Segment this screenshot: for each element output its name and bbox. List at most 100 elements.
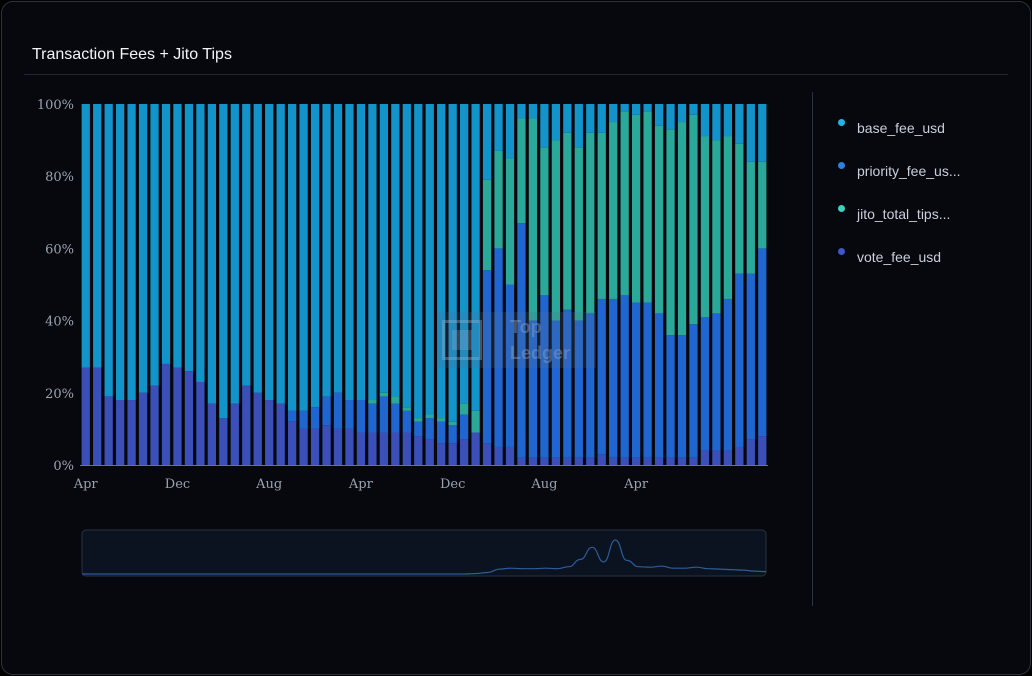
bar-segment-vote-fee-usd[interactable] [689, 457, 698, 465]
bar-segment-vote-fee-usd[interactable] [207, 403, 216, 465]
bar-segment-vote-fee-usd[interactable] [494, 446, 503, 465]
bar-segment-vote-fee-usd[interactable] [723, 450, 732, 465]
legend-item-priority-fee[interactable]: priority_fee_us... [838, 149, 961, 192]
bar-segment-vote-fee-usd[interactable] [116, 400, 125, 465]
bar-segment-vote-fee-usd[interactable] [460, 439, 469, 465]
bar-segment-priority-fee-usd[interactable] [654, 313, 664, 458]
bar-segment-jito-total-tips[interactable] [654, 125, 664, 314]
bar-segment-base-fee-usd[interactable] [161, 104, 171, 364]
bar-segment-vote-fee-usd[interactable] [712, 450, 721, 465]
bar-segment-priority-fee-usd[interactable] [700, 316, 710, 451]
bar-segment-vote-fee-usd[interactable] [677, 457, 687, 465]
bar-segment-vote-fee-usd[interactable] [414, 436, 423, 465]
bar-segment-priority-fee-usd[interactable] [333, 392, 343, 429]
bar-segment-base-fee-usd[interactable] [551, 104, 560, 141]
bar-segment-vote-fee-usd[interactable] [746, 439, 755, 465]
bar-segment-base-fee-usd[interactable] [437, 104, 446, 419]
bar-segment-jito-total-tips[interactable] [425, 414, 434, 419]
bar-segment-vote-fee-usd[interactable] [138, 392, 148, 465]
bar-segment-vote-fee-usd[interactable] [265, 400, 274, 465]
bar-segment-jito-total-tips[interactable] [700, 136, 710, 317]
bar-segment-priority-fee-usd[interactable] [689, 324, 698, 458]
bar-segment-jito-total-tips[interactable] [471, 410, 480, 433]
bar-segment-vote-fee-usd[interactable] [345, 428, 354, 465]
bar-segment-jito-total-tips[interactable] [632, 114, 641, 303]
bar-segment-vote-fee-usd[interactable] [505, 446, 515, 465]
bar-segment-jito-total-tips[interactable] [723, 136, 732, 299]
bar-segment-base-fee-usd[interactable] [138, 104, 148, 393]
bar-segment-jito-total-tips[interactable] [677, 122, 687, 336]
bar-segment-vote-fee-usd[interactable] [632, 457, 641, 465]
bar-segment-base-fee-usd[interactable] [288, 104, 297, 411]
bar-segment-priority-fee-usd[interactable] [677, 335, 687, 458]
bar-segment-vote-fee-usd[interactable] [586, 457, 595, 465]
bar-segment-jito-total-tips[interactable] [448, 421, 457, 426]
bar-segment-priority-fee-usd[interactable] [540, 295, 549, 458]
bar-segment-vote-fee-usd[interactable] [654, 457, 664, 465]
bar-segment-priority-fee-usd[interactable] [620, 295, 629, 458]
bar-segment-base-fee-usd[interactable] [700, 104, 710, 137]
bar-segment-base-fee-usd[interactable] [758, 104, 767, 162]
bar-segment-base-fee-usd[interactable] [116, 104, 125, 401]
bar-segment-priority-fee-usd[interactable] [379, 396, 388, 433]
bar-segment-vote-fee-usd[interactable] [230, 403, 239, 465]
bar-segment-vote-fee-usd[interactable] [127, 400, 136, 465]
bar-segment-jito-total-tips[interactable] [528, 118, 538, 321]
bar-segment-base-fee-usd[interactable] [322, 104, 331, 397]
bar-segment-priority-fee-usd[interactable] [288, 410, 297, 422]
bar-segment-base-fee-usd[interactable] [356, 104, 366, 401]
bar-segment-vote-fee-usd[interactable] [368, 432, 377, 465]
bar-segment-priority-fee-usd[interactable] [402, 410, 411, 433]
bar-segment-vote-fee-usd[interactable] [735, 446, 744, 465]
bar-segment-jito-total-tips[interactable] [368, 400, 377, 404]
bar-segment-jito-total-tips[interactable] [712, 140, 721, 314]
bar-segment-base-fee-usd[interactable] [150, 104, 159, 386]
bar-segment-base-fee-usd[interactable] [299, 104, 308, 411]
bar-segment-priority-fee-usd[interactable] [482, 270, 492, 444]
bar-segment-base-fee-usd[interactable] [425, 104, 434, 415]
bar-segment-jito-total-tips[interactable] [689, 114, 698, 325]
bar-segment-base-fee-usd[interactable] [265, 104, 274, 401]
legend-item-base-fee[interactable]: base_fee_usd [838, 106, 961, 149]
bar-segment-base-fee-usd[interactable] [574, 104, 583, 148]
bar-segment-vote-fee-usd[interactable] [93, 367, 102, 465]
bar-segment-vote-fee-usd[interactable] [471, 432, 480, 465]
bar-segment-base-fee-usd[interactable] [460, 104, 469, 404]
bar-segment-base-fee-usd[interactable] [712, 104, 721, 141]
bar-segment-priority-fee-usd[interactable] [597, 298, 606, 455]
bar-segment-vote-fee-usd[interactable] [700, 450, 710, 465]
bar-segment-priority-fee-usd[interactable] [758, 248, 767, 437]
bar-segment-vote-fee-usd[interactable] [242, 385, 251, 465]
bar-segment-base-fee-usd[interactable] [173, 104, 182, 368]
bar-segment-vote-fee-usd[interactable] [437, 443, 446, 465]
bar-segment-jito-total-tips[interactable] [597, 132, 606, 299]
bar-segment-priority-fee-usd[interactable] [322, 396, 331, 426]
bar-segment-vote-fee-usd[interactable] [299, 428, 308, 465]
bar-segment-jito-total-tips[interactable] [460, 403, 469, 415]
bar-segment-vote-fee-usd[interactable] [528, 457, 538, 465]
bar-segment-jito-total-tips[interactable] [540, 147, 549, 296]
bar-segment-vote-fee-usd[interactable] [333, 428, 343, 465]
bar-segment-jito-total-tips[interactable] [666, 129, 675, 336]
bar-segment-base-fee-usd[interactable] [643, 104, 652, 112]
bar-segment-base-fee-usd[interactable] [517, 104, 526, 119]
bar-segment-priority-fee-usd[interactable] [494, 248, 503, 447]
bar-segment-vote-fee-usd[interactable] [161, 363, 171, 465]
bar-segment-priority-fee-usd[interactable] [517, 223, 526, 458]
bar-segment-base-fee-usd[interactable] [368, 104, 377, 401]
bar-segment-jito-total-tips[interactable] [609, 122, 618, 299]
bar-segment-vote-fee-usd[interactable] [620, 457, 629, 465]
bar-segment-vote-fee-usd[interactable] [391, 432, 400, 465]
bar-segment-base-fee-usd[interactable] [563, 104, 572, 133]
legend-item-vote-fee[interactable]: vote_fee_usd [838, 235, 961, 278]
bar-segment-vote-fee-usd[interactable] [81, 367, 90, 465]
bar-segment-vote-fee-usd[interactable] [758, 436, 767, 465]
bar-segment-base-fee-usd[interactable] [654, 104, 664, 126]
bar-segment-priority-fee-usd[interactable] [425, 418, 434, 440]
bar-segment-base-fee-usd[interactable] [93, 104, 102, 368]
bar-segment-vote-fee-usd[interactable] [253, 392, 262, 465]
bar-segment-vote-fee-usd[interactable] [574, 457, 583, 465]
bar-segment-base-fee-usd[interactable] [219, 104, 228, 419]
bar-segment-vote-fee-usd[interactable] [448, 443, 457, 465]
bar-segment-vote-fee-usd[interactable] [540, 457, 549, 465]
